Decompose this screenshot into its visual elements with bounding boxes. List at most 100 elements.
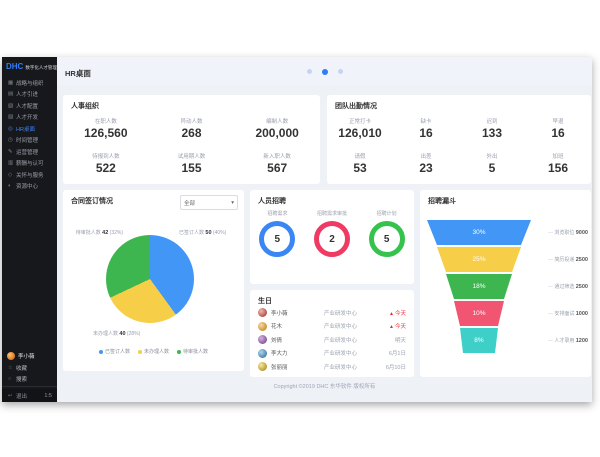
sidebar-favorites[interactable]: ☆ 收藏 (2, 362, 57, 373)
birthday-row[interactable]: 李大力 产业研发中心 ▲6月1日 (258, 347, 406, 361)
legend-label: 未办理人数 (143, 349, 169, 355)
sidebar-item-time-management[interactable]: ◷ 时间管理 (2, 135, 57, 147)
card-recruitment: 人员招聘 招聘需求 5 招聘需求审批 2 (250, 190, 414, 284)
logout-button[interactable]: ↩ 退出 (8, 392, 27, 400)
card-title-birthday: 生日 (258, 298, 272, 305)
birthday-dept: 产业研发中心 (323, 351, 357, 358)
talent-intake-icon: ▤ (8, 91, 14, 98)
ring-value: 5 (274, 233, 281, 245)
user-name: 李小薇 (18, 354, 35, 360)
stat-label: 新入职人数 (263, 153, 291, 160)
compensation-icon: ▥ (8, 160, 14, 167)
logout-label: 退出 (16, 393, 28, 400)
stat-value: 133 (481, 126, 503, 141)
stat-label: 在职人数 (94, 119, 117, 126)
stat-cell: 试用期人数 155 (149, 146, 235, 181)
birthday-row[interactable]: 刘倩 产业研发中心 ▲明天 (258, 333, 406, 347)
attendance-stats-grid: 正常打卡 126,010 缺卡 16 迟到 133 早退 16 (327, 111, 591, 180)
funnel-stage-label: 安排面试 1000 (548, 310, 588, 317)
legend-dot (98, 349, 103, 354)
ring-label: 招聘需求审批 (316, 211, 347, 217)
stat-value: 155 (181, 160, 202, 175)
birthday-row[interactable]: 张丽丽 产业研发中心 ▲6月10日 (258, 360, 406, 374)
stat-value: 53 (353, 160, 367, 175)
legend-dot (137, 349, 142, 354)
sidebar-user[interactable]: 李小薇 (2, 350, 57, 362)
ring-label: 招聘计划 (376, 211, 397, 217)
care-service-icon: ◇ (8, 171, 13, 178)
stat-label: 迟到 (486, 119, 498, 126)
birthday-row[interactable]: 花木 产业研发中心 ▲今天 (258, 320, 406, 334)
org-strategy-icon: ▦ (8, 79, 14, 86)
birthday-name: 张丽丽 (271, 364, 288, 371)
operations-icon: ✎ (8, 148, 13, 155)
sidebar-item-strategy-org[interactable]: ▦ 战略与组织 (2, 77, 57, 89)
stat-label: 异动人数 (180, 119, 203, 126)
sidebar: DHC 数字化人才管理 ▦ 战略与组织 ▤ 人才引进 ▧ 人才配置 ▨ (2, 57, 57, 402)
card-recruitment-funnel: 招聘漏斗 30% 25% 18% 10% 8% 浏览职位 9000 简历投递 2… (420, 190, 591, 377)
pie-label-pending-approval: 待审批人数 42 (32%) (65, 229, 123, 236)
contract-filter-dropdown[interactable]: 全部 ▾ (180, 195, 238, 210)
sidebar-item-talent-intake[interactable]: ▤ 人才引进 (2, 89, 57, 101)
pager-dot-2-active[interactable] (321, 68, 328, 75)
version-label: 1:5 (44, 392, 52, 399)
pie-label-value: 42 (102, 230, 109, 236)
stat-label: 缺卡 (420, 119, 432, 126)
ring-label: 招聘需求 (267, 211, 288, 217)
card-team-attendance: 团队出勤情况 正常打卡 126,010 缺卡 16 迟到 133 (327, 95, 591, 184)
birthday-list: 李小薇 产业研发中心 ▲今天 花木 产业研发中心 ▲今天 刘倩 产业研发中心 (258, 306, 406, 374)
sidebar-item-label: 运营管理 (16, 149, 39, 156)
carousel-pager (306, 68, 343, 75)
pager-dot-1[interactable] (306, 69, 312, 74)
pie-label-pct: (28%) (126, 331, 141, 337)
stat-label: 早退 (552, 119, 564, 126)
search-label: 搜索 (16, 376, 28, 383)
birthday-cake-icon: ▲ (389, 310, 394, 317)
sidebar-item-hr-desktop[interactable]: ◎ HR桌面 (2, 123, 57, 135)
sidebar-item-care-service[interactable]: ◇ 关怀与服务 (2, 169, 57, 181)
stat-cell: 缺卡 16 (393, 111, 459, 146)
sidebar-divider (2, 386, 57, 387)
birthday-name: 李小薇 (271, 310, 288, 317)
sidebar-item-compensation[interactable]: ▥ 薪酬与认可 (2, 158, 57, 170)
recruit-ring: 2 (313, 221, 350, 257)
sidebar-item-label: 薪酬与认可 (16, 161, 44, 168)
stat-cell: 迟到 133 (459, 111, 525, 146)
stat-value: 23 (419, 160, 433, 175)
sidebar-item-talent-allocation[interactable]: ▧ 人才配置 (2, 100, 57, 112)
search-icon: ○ (8, 375, 12, 382)
pie-label-name: 未办理人数 (93, 331, 119, 337)
time-management-icon: ◷ (8, 137, 13, 144)
avatar (258, 348, 267, 358)
app-logo: DHC 数字化人才管理 (2, 57, 57, 77)
birthday-name: 刘倩 (271, 337, 283, 344)
stat-value: 16 (419, 126, 433, 141)
card-title-attendance: 团队出勤情况 (335, 103, 377, 110)
stat-cell: 待报到人数 522 (63, 146, 149, 181)
star-icon: ☆ (8, 364, 13, 371)
stat-value: 156 (547, 160, 569, 175)
sidebar-item-talent-development[interactable]: ▨ 人才开发 (2, 112, 57, 124)
birthday-dept: 产业研发中心 (323, 337, 357, 344)
birthday-row[interactable]: 李小薇 产业研发中心 ▲今天 (258, 306, 406, 320)
birthday-dept: 产业研发中心 (323, 324, 357, 331)
chevron-down-icon: ▾ (231, 199, 234, 206)
stat-cell: 正常打卡 126,010 (327, 111, 393, 146)
sidebar-item-resource-center[interactable]: ◐ 资源中心 (2, 181, 57, 193)
avatar (258, 335, 267, 345)
funnel-band: 30% (427, 220, 531, 245)
sidebar-search[interactable]: ○ 搜索 (2, 373, 57, 384)
personnel-stats-grid: 在职人数 126,560 异动人数 268 编制人数 200,000 待报到人数… (63, 111, 320, 180)
legend-item-unprocessed: 未办理人数 (137, 348, 169, 355)
stat-cell: 新入职人数 567 (234, 146, 320, 181)
card-birthday: 生日 李小薇 产业研发中心 ▲今天 花木 产业研发中心 ▲今天 (250, 290, 414, 377)
stat-label: 编制人数 (266, 119, 289, 126)
birthday-date: ▲今天 (389, 310, 406, 317)
stat-value: 522 (95, 160, 116, 175)
sidebar-item-operations[interactable]: ✎ 运营管理 (2, 146, 57, 158)
recruitment-rings: 招聘需求 5 招聘需求审批 2 招聘计划 5 (250, 210, 414, 257)
stat-label: 待报到人数 (92, 153, 120, 160)
stat-label: 加班 (552, 153, 564, 160)
pager-dot-3[interactable] (337, 69, 343, 74)
funnel-chart: 30% 25% 18% 10% 8% (420, 220, 538, 355)
